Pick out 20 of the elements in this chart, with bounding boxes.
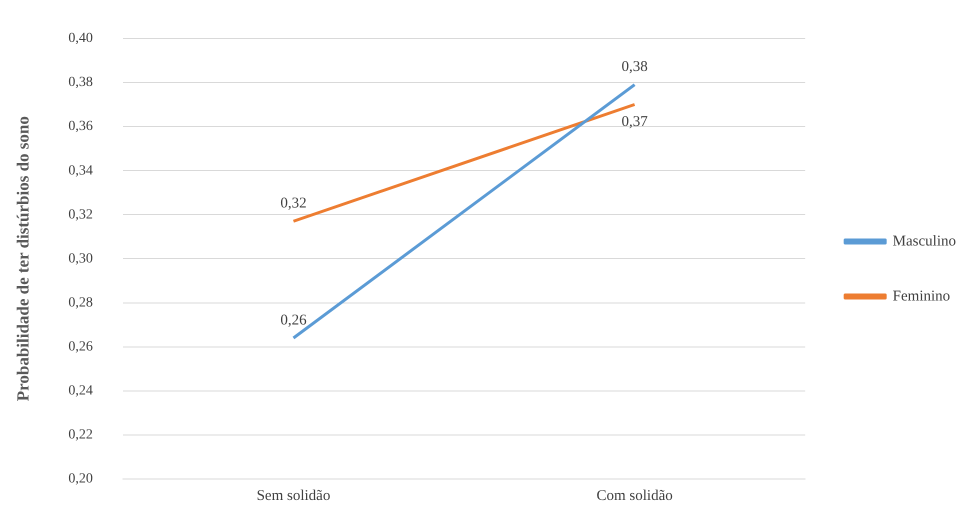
y-tick-label: 0,28	[68, 295, 93, 310]
y-tick-label: 0,40	[68, 31, 93, 46]
y-tick-label: 0,20	[68, 472, 93, 487]
data-label: 0,37	[621, 114, 648, 130]
y-tick-label: 0,24	[68, 384, 93, 399]
legend-label: Masculino	[892, 233, 956, 250]
y-tick-label: 0,22	[68, 428, 93, 443]
y-tick-label: 0,30	[68, 251, 93, 266]
legend-label: Feminino	[892, 288, 950, 304]
y-tick-label: 0,38	[68, 75, 93, 90]
y-tick-label: 0,32	[68, 207, 93, 222]
x-tick-label: Com solidão	[596, 488, 673, 504]
y-axis-title: Probabilidade de ter distúrbios do sono	[14, 116, 33, 402]
x-tick-label: Sem solidão	[256, 488, 330, 504]
data-label: 0,26	[280, 312, 308, 328]
data-label: 0,38	[621, 59, 648, 76]
y-tick-label: 0,26	[68, 339, 93, 354]
y-tick-label: 0,36	[68, 119, 93, 134]
y-tick-label: 0,34	[68, 163, 93, 178]
data-label: 0,32	[280, 196, 307, 212]
